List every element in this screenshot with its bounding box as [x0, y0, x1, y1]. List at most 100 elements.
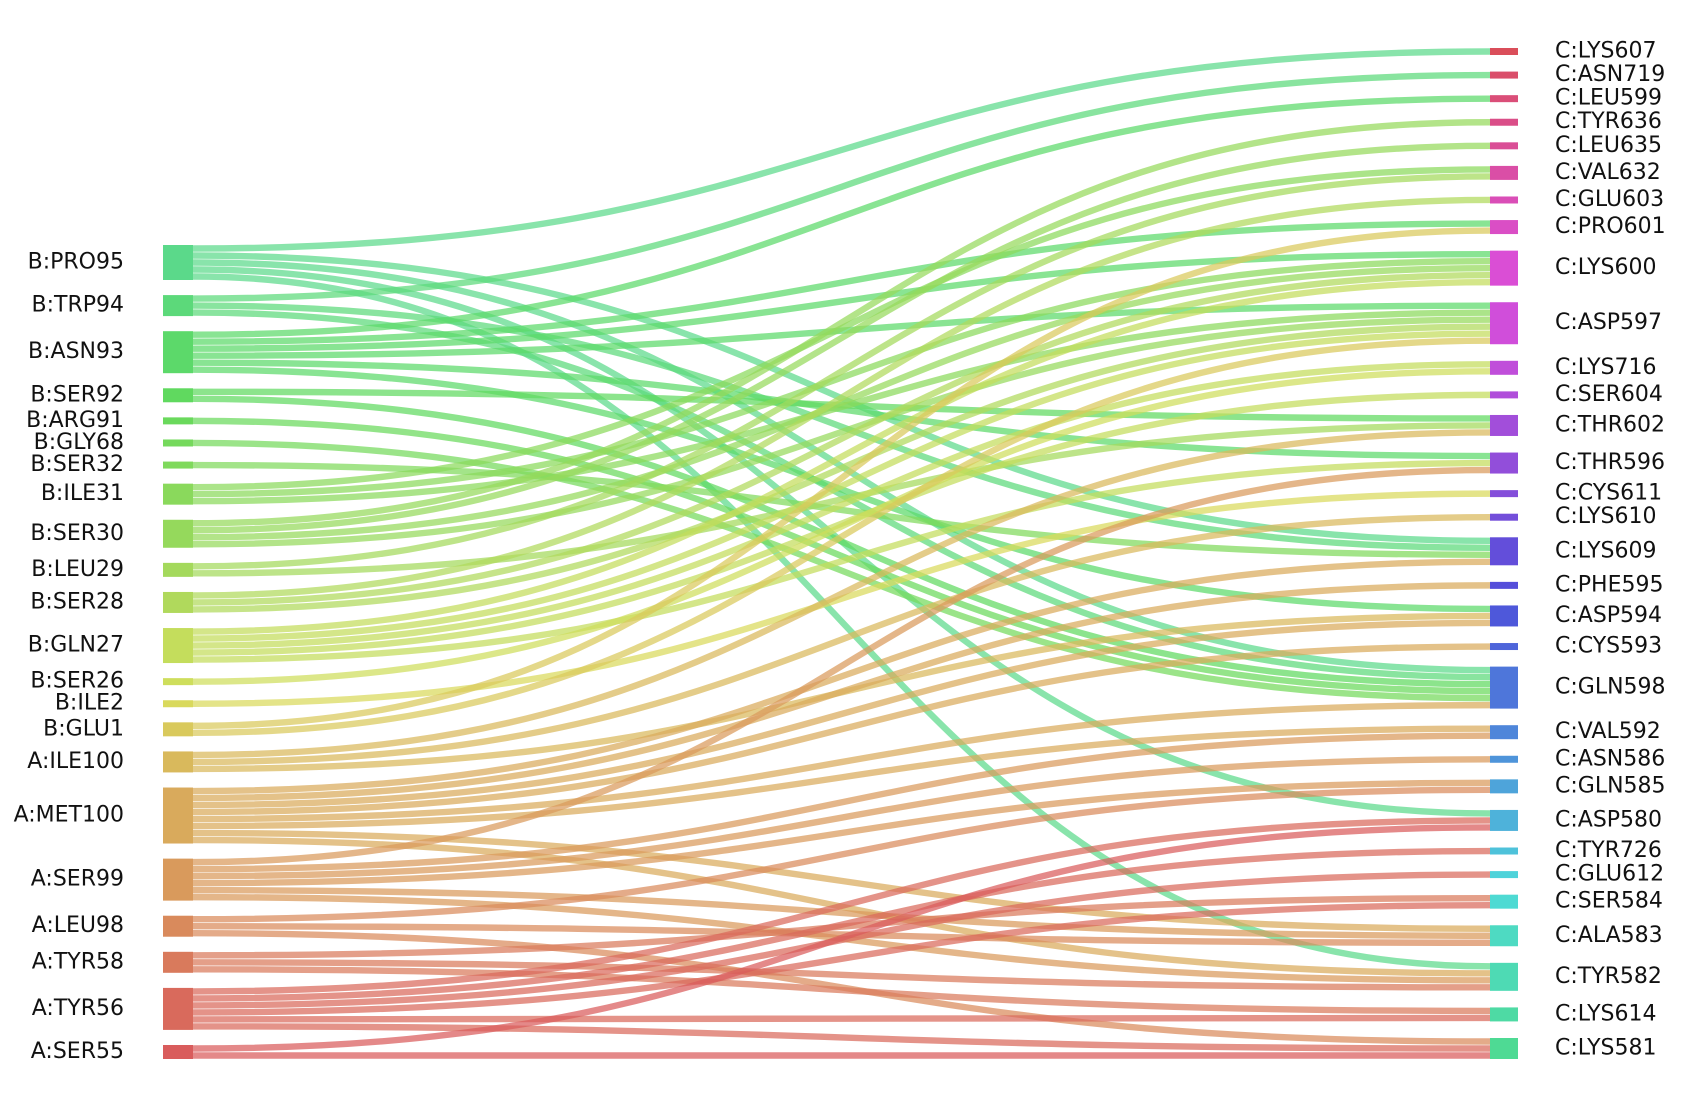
link — [192, 220, 1491, 345]
right-node-label: C:GLU603 — [1555, 187, 1664, 212]
link — [192, 361, 1491, 649]
left-node-label: B:SER32 — [30, 452, 124, 477]
link — [192, 824, 1491, 1052]
left-node — [163, 519, 193, 548]
right-node — [1490, 847, 1518, 855]
right-node-label: C:ASN719 — [1555, 62, 1665, 87]
right-node — [1490, 391, 1518, 399]
link — [192, 95, 1491, 338]
left-node-label: B:SER28 — [30, 589, 124, 614]
left-node-label: B:GLY68 — [34, 430, 124, 455]
left-node-label: B:TRP94 — [32, 293, 125, 318]
right-node-label: C:ASP594 — [1555, 603, 1662, 628]
right-node — [1490, 165, 1518, 180]
right-node — [1490, 1038, 1518, 1059]
link — [192, 643, 1491, 816]
link — [192, 966, 1491, 1015]
link — [192, 466, 1491, 866]
link — [192, 119, 1491, 527]
right-node-label: C:CYS593 — [1555, 634, 1662, 659]
right-node-label: C:SER604 — [1555, 382, 1663, 407]
right-node — [1490, 250, 1518, 286]
link — [192, 923, 1491, 946]
left-node — [163, 591, 193, 613]
right-node — [1490, 871, 1518, 879]
left-node-label: B:GLN27 — [28, 633, 124, 658]
left-node — [163, 483, 193, 505]
right-node — [1490, 605, 1518, 627]
left-node-label: B:SER92 — [30, 382, 124, 407]
left-node-label: A:MET100 — [14, 803, 124, 828]
right-node-label: C:PRO601 — [1555, 214, 1666, 239]
link — [192, 725, 1491, 830]
right-node-label: C:LYS716 — [1555, 355, 1657, 380]
link — [192, 786, 1491, 923]
link — [192, 48, 1491, 252]
right-node — [1490, 71, 1518, 79]
right-node-label: C:LEU599 — [1555, 86, 1662, 111]
right-node — [1490, 755, 1518, 763]
link — [192, 490, 1491, 707]
right-node-label: C:GLN598 — [1555, 675, 1666, 700]
right-node-label: C:TYR726 — [1555, 838, 1662, 863]
right-node — [1490, 302, 1518, 345]
link — [192, 619, 1491, 809]
left-node-label: A:LEU98 — [32, 913, 124, 938]
right-node-label: C:ASP597 — [1555, 310, 1662, 335]
link — [192, 264, 1491, 541]
left-node-label: B:ILE2 — [55, 691, 124, 716]
left-node — [163, 388, 193, 403]
left-node — [163, 951, 193, 973]
left-node-label: A:SER99 — [31, 867, 124, 892]
left-node — [163, 628, 193, 664]
right-node-label: C:LYS581 — [1555, 1036, 1657, 1061]
right-node — [1490, 725, 1518, 740]
link — [192, 71, 1491, 302]
right-node-label: C:LYS614 — [1555, 1001, 1657, 1026]
left-node — [163, 678, 193, 686]
left-node-label: B:ARG91 — [26, 408, 124, 433]
left-node — [163, 700, 193, 708]
left-node-label: B:SER26 — [30, 669, 124, 694]
link — [192, 582, 1491, 802]
right-node — [1490, 809, 1518, 831]
left-node — [163, 915, 193, 937]
right-node — [1490, 95, 1518, 103]
right-node-label: C:TYR582 — [1555, 964, 1662, 989]
link — [192, 337, 1491, 737]
right-node-label: C:LYS607 — [1555, 39, 1657, 64]
left-node — [163, 858, 193, 901]
left-node-label: A:TYR58 — [32, 949, 124, 974]
right-node-label: C:TYR636 — [1555, 109, 1662, 134]
right-node — [1490, 1007, 1518, 1022]
link — [192, 459, 1491, 663]
link — [192, 417, 1491, 695]
left-node-label: B:PRO95 — [28, 250, 124, 275]
link — [192, 196, 1491, 599]
right-node — [1490, 360, 1518, 375]
link — [192, 309, 1491, 505]
right-node — [1490, 414, 1518, 436]
link — [192, 271, 1491, 606]
link — [192, 142, 1491, 534]
link — [192, 330, 1491, 642]
left-node — [163, 1045, 193, 1059]
left-node-label: A:SER55 — [31, 1039, 124, 1064]
right-node-label: C:ASP580 — [1555, 807, 1662, 832]
left-node-label: B:ASN93 — [28, 339, 124, 364]
nodes: B:PRO95 B:TRP94 B:ASN93 B:SER92B:ARG91B:GLY… — [14, 39, 1666, 1065]
link — [192, 847, 1491, 1002]
right-node — [1490, 220, 1518, 235]
left-node-label: B:GLU1 — [43, 716, 124, 741]
right-node — [1490, 537, 1518, 566]
link — [192, 429, 1491, 759]
right-node — [1490, 490, 1518, 498]
right-node — [1490, 196, 1518, 204]
link — [192, 901, 1491, 1016]
link — [192, 173, 1491, 570]
link — [192, 278, 1491, 635]
left-node — [163, 461, 193, 469]
link — [192, 422, 1491, 577]
right-node-label: C:VAL592 — [1555, 719, 1661, 744]
